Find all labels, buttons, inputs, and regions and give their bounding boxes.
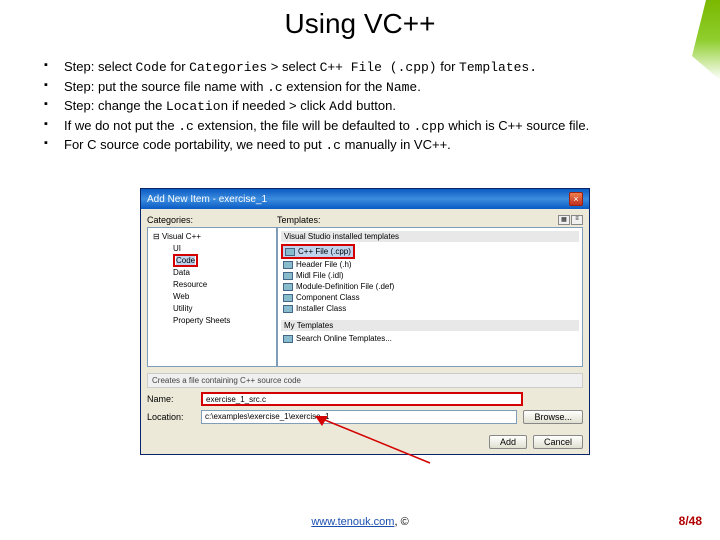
file-icon [283, 283, 293, 291]
tree-item-web[interactable]: Web [151, 291, 273, 303]
location-label: Location: [147, 412, 195, 422]
file-icon [285, 248, 295, 256]
tree-item-resource[interactable]: Resource [151, 279, 273, 291]
footer-link[interactable]: www.tenouk.com [311, 516, 394, 528]
tree-item-propsheets[interactable]: Property Sheets [151, 315, 273, 327]
small-icons-icon[interactable]: ≡ [571, 215, 583, 225]
dialog-screenshot: Add New Item - exercise_1 × Categories: … [140, 188, 590, 488]
bullet-4: If we do not put the .c extension, the f… [50, 117, 690, 136]
bullet-5: For C source code portability, we need t… [50, 136, 690, 155]
bullet-3: Step: change the Location if needed > cl… [50, 97, 690, 116]
template-cpp-file[interactable]: C++ File (.cpp) [281, 244, 355, 259]
name-label: Name: [147, 394, 195, 404]
tree-item-data[interactable]: Data [151, 267, 273, 279]
annotation-arrow [310, 408, 440, 468]
templates-label: Templates: [277, 215, 321, 225]
slide-title: Using VC++ [0, 0, 720, 40]
categories-label: Categories: [147, 215, 277, 225]
page-number: 8/48 [679, 514, 702, 528]
templates-header: Visual Studio installed templates [281, 231, 579, 242]
browse-button[interactable]: Browse... [523, 410, 583, 424]
tree-item-utility[interactable]: Utility [151, 303, 273, 315]
file-icon [283, 294, 293, 302]
bullet-1: Step: select Code for Categories > selec… [50, 58, 690, 77]
template-midl-file[interactable]: Midl File (.idl) [281, 270, 579, 281]
description-bar: Creates a file containing C++ source cod… [147, 373, 583, 388]
close-icon[interactable]: × [569, 192, 583, 206]
file-icon [283, 261, 293, 269]
dialog-title-text: Add New Item - exercise_1 [147, 194, 267, 205]
template-component[interactable]: Component Class [281, 292, 579, 303]
cancel-button[interactable]: Cancel [533, 435, 583, 449]
bullet-2: Step: put the source file name with .c e… [50, 78, 690, 97]
search-icon [283, 335, 293, 343]
search-online-templates[interactable]: Search Online Templates... [281, 333, 579, 344]
add-button[interactable]: Add [489, 435, 527, 449]
tree-item-ui[interactable]: UI [151, 243, 273, 255]
tree-item-code[interactable]: Code [151, 255, 273, 267]
bullet-list: Step: select Code for Categories > selec… [0, 40, 720, 155]
templates-list[interactable]: Visual Studio installed templates C++ Fi… [277, 227, 583, 367]
template-installer[interactable]: Installer Class [281, 303, 579, 314]
categories-tree[interactable]: ⊟ Visual C++ UI Code Data Resource Web U… [147, 227, 277, 367]
template-def-file[interactable]: Module-Definition File (.def) [281, 281, 579, 292]
my-templates-header: My Templates [281, 320, 579, 331]
footer: www.tenouk.com, © [0, 516, 720, 528]
tree-root[interactable]: ⊟ Visual C++ [151, 231, 273, 243]
file-icon [283, 272, 293, 280]
template-header-file[interactable]: Header File (.h) [281, 259, 579, 270]
name-input[interactable]: exercise_1_src.c [201, 392, 523, 406]
dialog-titlebar: Add New Item - exercise_1 × [141, 189, 589, 209]
file-icon [283, 305, 293, 313]
large-icons-icon[interactable]: ▦ [558, 215, 570, 225]
